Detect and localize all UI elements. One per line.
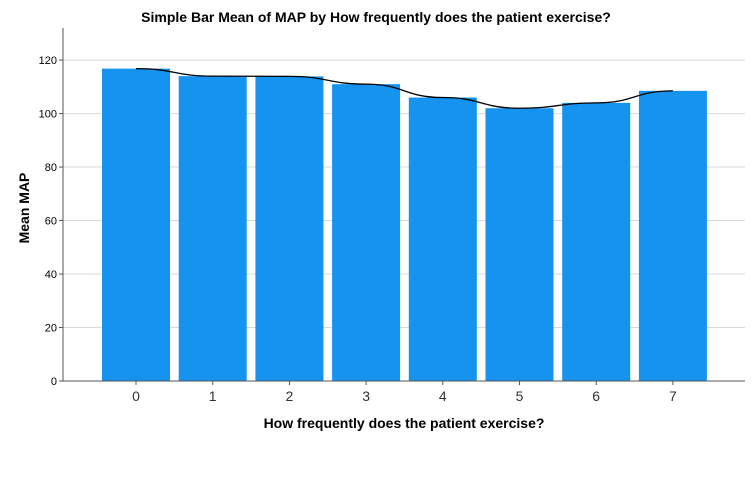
x-tick-label-2: 2 xyxy=(286,388,294,404)
bar-3 xyxy=(332,84,401,381)
x-tick-label-6: 6 xyxy=(592,388,600,404)
x-tick-label-3: 3 xyxy=(362,388,370,404)
y-tick-label-0: 0 xyxy=(51,376,57,388)
y-tick-label-100: 100 xyxy=(39,109,57,121)
x-axis-label: How frequently does the patient exercise… xyxy=(264,415,545,431)
y-tick-label-80: 80 xyxy=(45,162,57,174)
trend-line xyxy=(135,67,673,109)
bars xyxy=(102,68,707,382)
chart-title: Simple Bar Mean of MAP by How frequently… xyxy=(141,9,611,25)
bar-5 xyxy=(485,108,554,382)
y-tick-label-20: 20 xyxy=(45,323,57,335)
x-tick-label-4: 4 xyxy=(439,388,447,404)
x-tick-labels: 0 1 2 3 4 5 6 7 xyxy=(132,388,677,404)
grid-lines xyxy=(63,59,745,329)
y-tick-label-40: 40 xyxy=(45,269,57,281)
bar-0 xyxy=(102,68,170,381)
axes xyxy=(59,28,745,385)
bar-4 xyxy=(408,97,477,381)
x-tick-label-5: 5 xyxy=(516,388,524,404)
trend-line-group xyxy=(135,67,673,109)
x-tick-label-0: 0 xyxy=(132,388,140,404)
y-tick-label-120: 120 xyxy=(39,55,57,67)
bar-2 xyxy=(255,76,324,382)
y-tick-label-60: 60 xyxy=(45,216,57,228)
x-tick-label-1: 1 xyxy=(209,388,217,404)
y-tick-labels: 0 20 40 60 80 100 120 xyxy=(39,55,57,388)
bar-7 xyxy=(638,90,707,381)
bar-6 xyxy=(562,102,631,381)
x-tick-label-7: 7 xyxy=(669,388,677,404)
y-axis-label: Mean MAP xyxy=(16,173,32,244)
bar-1 xyxy=(178,76,247,382)
